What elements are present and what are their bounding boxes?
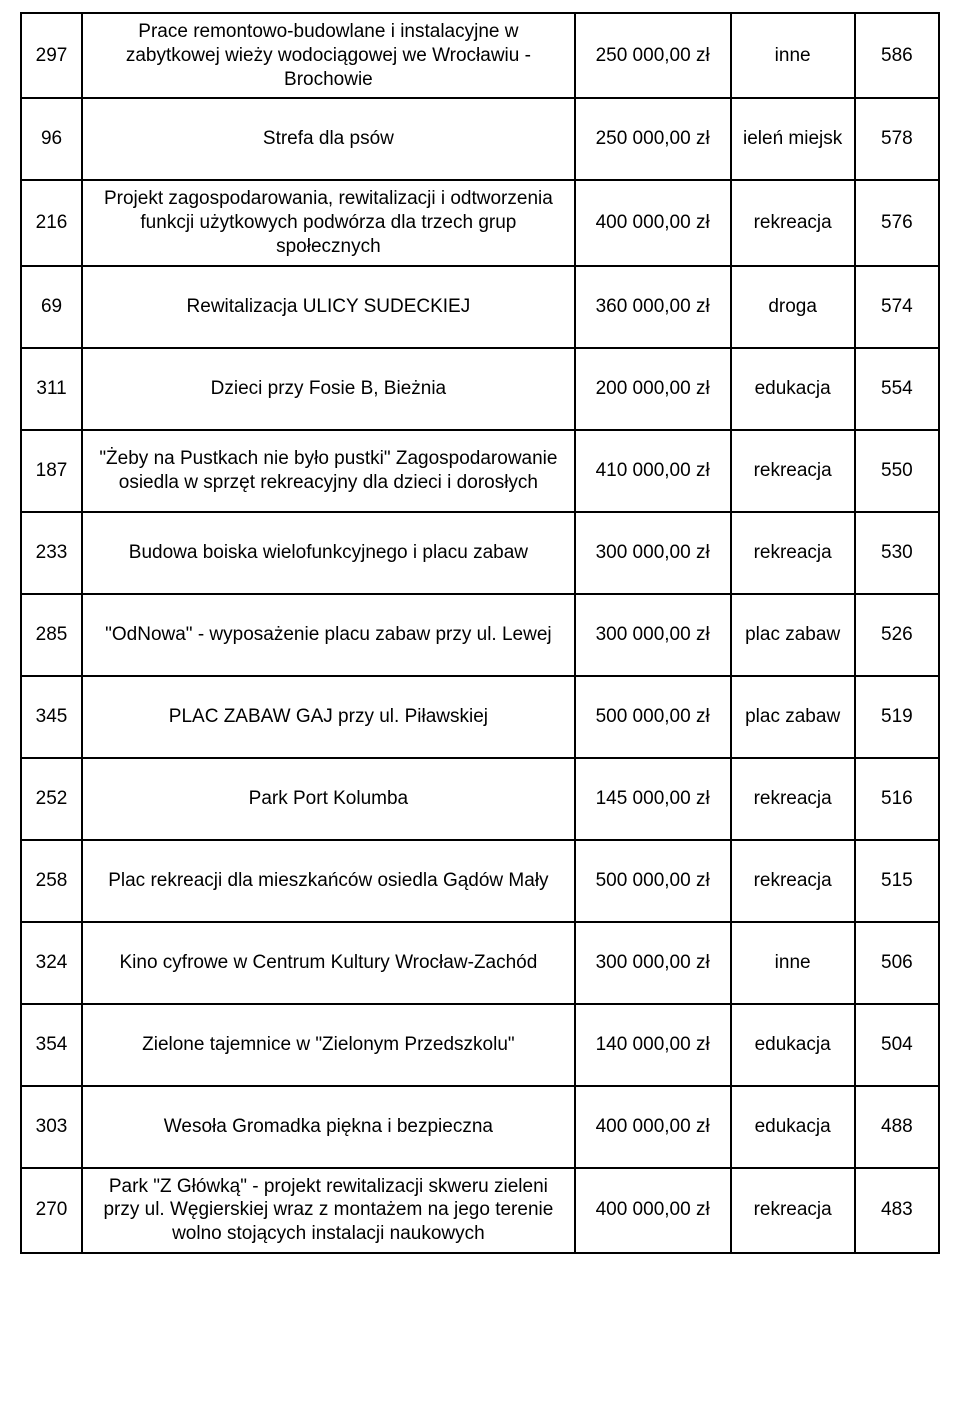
cell-votes: 483 [855,1168,939,1253]
cell-category: rekreacja [731,512,855,594]
cell-votes: 515 [855,840,939,922]
cell-id: 96 [21,98,82,180]
cell-name: PLAC ZABAW GAJ przy ul. Piławskiej [82,676,575,758]
cell-cost: 410 000,00 zł [575,430,731,512]
cell-category: rekreacja [731,758,855,840]
cell-id: 297 [21,13,82,98]
table-row: 216Projekt zagospodarowania, rewitalizac… [21,180,939,265]
cell-category: rekreacja [731,180,855,265]
cell-cost: 250 000,00 zł [575,98,731,180]
cell-category: ieleń miejsk [731,98,855,180]
cell-name: "OdNowa" - wyposażenie placu zabaw przy … [82,594,575,676]
cell-name: "Żeby na Pustkach nie było pustki" Zagos… [82,430,575,512]
cell-votes: 519 [855,676,939,758]
page: 297Prace remontowo-budowlane i instalacy… [0,0,960,1266]
projects-table-body: 297Prace remontowo-budowlane i instalacy… [21,13,939,1253]
table-row: 285"OdNowa" - wyposażenie placu zabaw pr… [21,594,939,676]
cell-name: Park "Z Główką" - projekt rewitalizacji … [82,1168,575,1253]
cell-category: rekreacja [731,840,855,922]
cell-cost: 500 000,00 zł [575,676,731,758]
table-row: 252Park Port Kolumba145 000,00 złrekreac… [21,758,939,840]
cell-votes: 506 [855,922,939,1004]
cell-id: 303 [21,1086,82,1168]
cell-category: rekreacja [731,1168,855,1253]
cell-id: 311 [21,348,82,430]
cell-cost: 400 000,00 zł [575,180,731,265]
cell-cost: 140 000,00 zł [575,1004,731,1086]
cell-name: Rewitalizacja ULICY SUDECKIEJ [82,266,575,348]
table-row: 258Plac rekreacji dla mieszkańców osiedl… [21,840,939,922]
cell-cost: 145 000,00 zł [575,758,731,840]
table-row: 311Dzieci przy Fosie B, Bieżnia200 000,0… [21,348,939,430]
cell-id: 270 [21,1168,82,1253]
cell-category: edukacja [731,1004,855,1086]
cell-votes: 586 [855,13,939,98]
cell-name: Dzieci przy Fosie B, Bieżnia [82,348,575,430]
cell-id: 69 [21,266,82,348]
cell-name: Projekt zagospodarowania, rewitalizacji … [82,180,575,265]
table-row: 69Rewitalizacja ULICY SUDECKIEJ360 000,0… [21,266,939,348]
cell-votes: 526 [855,594,939,676]
cell-name: Park Port Kolumba [82,758,575,840]
cell-category: plac zabaw [731,676,855,758]
cell-cost: 400 000,00 zł [575,1086,731,1168]
cell-id: 354 [21,1004,82,1086]
table-row: 96Strefa dla psów250 000,00 złieleń miej… [21,98,939,180]
table-row: 303Wesoła Gromadka piękna i bezpieczna40… [21,1086,939,1168]
cell-name: Zielone tajemnice w "Zielonym Przedszkol… [82,1004,575,1086]
cell-category: inne [731,922,855,1004]
cell-name: Wesoła Gromadka piękna i bezpieczna [82,1086,575,1168]
cell-cost: 250 000,00 zł [575,13,731,98]
cell-category: plac zabaw [731,594,855,676]
cell-name: Prace remontowo-budowlane i instalacyjne… [82,13,575,98]
table-row: 345PLAC ZABAW GAJ przy ul. Piławskiej500… [21,676,939,758]
cell-votes: 488 [855,1086,939,1168]
cell-cost: 360 000,00 zł [575,266,731,348]
cell-id: 233 [21,512,82,594]
cell-category: rekreacja [731,430,855,512]
cell-id: 258 [21,840,82,922]
cell-id: 252 [21,758,82,840]
cell-votes: 550 [855,430,939,512]
cell-category: inne [731,13,855,98]
cell-votes: 554 [855,348,939,430]
cell-cost: 400 000,00 zł [575,1168,731,1253]
table-row: 270Park "Z Główką" - projekt rewitalizac… [21,1168,939,1253]
cell-id: 216 [21,180,82,265]
cell-name: Budowa boiska wielofunkcyjnego i placu z… [82,512,575,594]
cell-name: Plac rekreacji dla mieszkańców osiedla G… [82,840,575,922]
cell-name: Kino cyfrowe w Centrum Kultury Wrocław-Z… [82,922,575,1004]
cell-votes: 578 [855,98,939,180]
table-row: 233Budowa boiska wielofunkcyjnego i plac… [21,512,939,594]
table-row: 354Zielone tajemnice w "Zielonym Przedsz… [21,1004,939,1086]
cell-id: 285 [21,594,82,676]
cell-category: edukacja [731,348,855,430]
cell-votes: 574 [855,266,939,348]
cell-cost: 300 000,00 zł [575,512,731,594]
cell-votes: 530 [855,512,939,594]
cell-cost: 300 000,00 zł [575,922,731,1004]
cell-category: edukacja [731,1086,855,1168]
table-row: 297Prace remontowo-budowlane i instalacy… [21,13,939,98]
cell-votes: 576 [855,180,939,265]
table-row: 324Kino cyfrowe w Centrum Kultury Wrocła… [21,922,939,1004]
cell-cost: 300 000,00 zł [575,594,731,676]
cell-votes: 516 [855,758,939,840]
cell-id: 187 [21,430,82,512]
cell-votes: 504 [855,1004,939,1086]
projects-table: 297Prace remontowo-budowlane i instalacy… [20,12,940,1254]
cell-cost: 500 000,00 zł [575,840,731,922]
table-row: 187"Żeby na Pustkach nie było pustki" Za… [21,430,939,512]
cell-cost: 200 000,00 zł [575,348,731,430]
cell-id: 324 [21,922,82,1004]
cell-id: 345 [21,676,82,758]
cell-name: Strefa dla psów [82,98,575,180]
cell-category: droga [731,266,855,348]
